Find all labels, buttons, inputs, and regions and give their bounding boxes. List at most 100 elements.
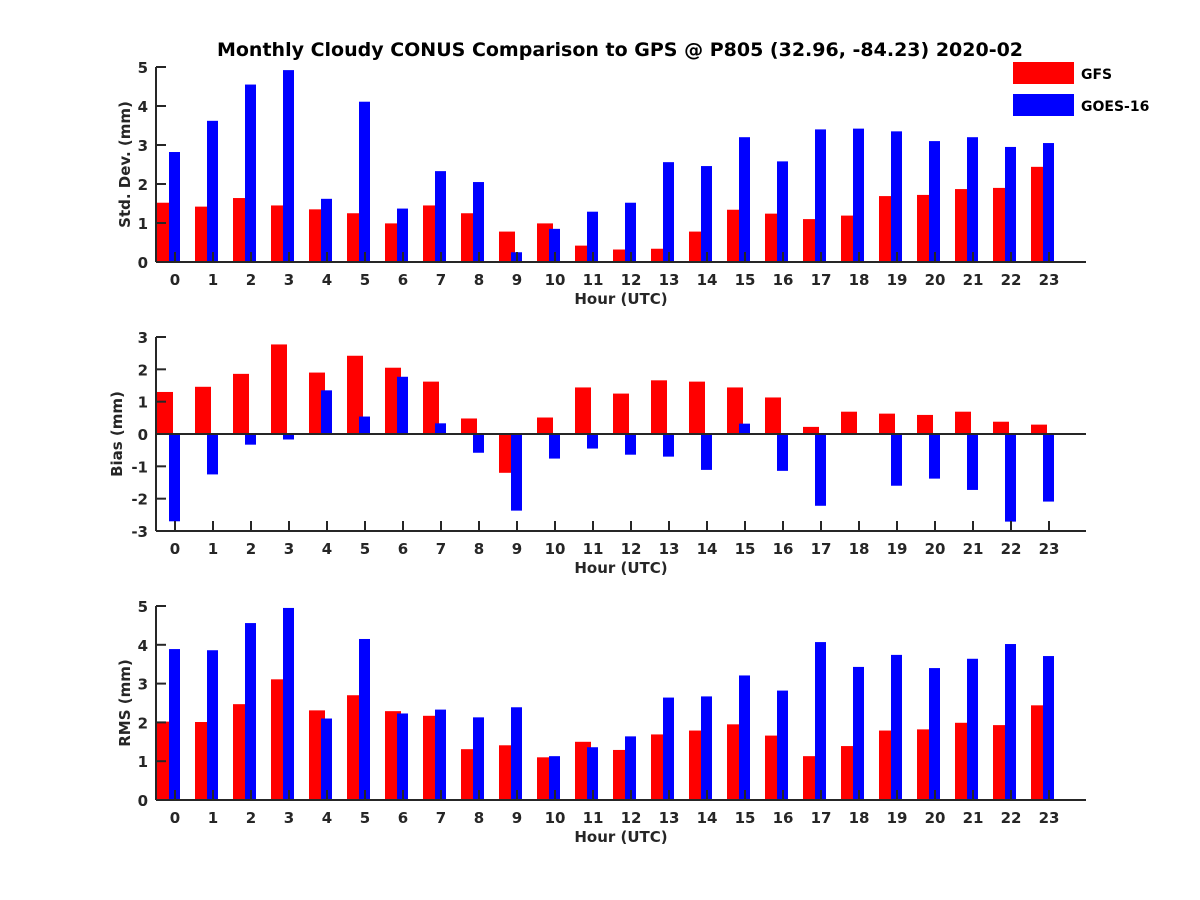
legend-swatch-gfs (1013, 62, 1074, 84)
std-x-tick-label: 0 (170, 271, 180, 289)
rms-bar-goes16-hour-4 (321, 718, 332, 800)
bias-bar-gfs-hour-8 (461, 418, 477, 434)
rms-x-tick-label: 6 (398, 809, 408, 827)
bias-bar-gfs-hour-2 (233, 373, 249, 434)
bias-bar-goes16-hour-5 (359, 416, 370, 434)
bias-y-tick-label: 2 (138, 361, 148, 379)
bias-bar-goes16-hour-20 (929, 434, 940, 479)
bias-bar-goes16-hour-21 (967, 434, 978, 490)
std-bar-goes16-hour-13 (663, 162, 674, 262)
rms-x-tick-label: 21 (963, 809, 984, 827)
std-x-tick-label: 14 (697, 271, 718, 289)
rms-bar-goes16-hour-21 (967, 658, 978, 800)
bias-bar-goes16-hour-17 (815, 434, 826, 506)
std-bar-goes16-hour-6 (397, 208, 408, 262)
std-bar-goes16-hour-21 (967, 137, 978, 262)
bias-bar-goes16-hour-2 (245, 434, 256, 445)
rms-x-tick-label: 12 (621, 809, 642, 827)
std-bar-goes16-hour-11 (587, 211, 598, 262)
rms-bar-goes16-hour-3 (283, 607, 294, 800)
bias-x-tick-label: 10 (545, 540, 566, 558)
rms-y-tick-label: 2 (138, 714, 148, 732)
legend-label-gfs: GFS (1081, 67, 1112, 83)
bias-bar-gfs-hour-11 (575, 387, 591, 434)
rms-bar-goes16-hour-12 (625, 736, 636, 800)
bias-y-tick-label: -2 (131, 491, 148, 509)
std-bar-goes16-hour-17 (815, 129, 826, 262)
std-y-tick-label: 2 (138, 176, 148, 194)
std-x-tick-label: 12 (621, 271, 642, 289)
std-bar-goes16-hour-22 (1005, 146, 1016, 262)
std-x-axis-label: Hour (UTC) (574, 290, 667, 308)
bias-bar-gfs-hour-22 (993, 421, 1009, 434)
rms-bar-goes16-hour-0 (169, 649, 180, 800)
bias-bar-goes16-hour-7 (435, 423, 446, 434)
std-bar-goes16-hour-20 (929, 141, 940, 262)
rms-x-tick-label: 1 (208, 809, 218, 827)
bias-bar-gfs-hour-1 (195, 386, 211, 434)
std-bar-goes16-hour-4 (321, 198, 332, 262)
rms-x-tick-label: 19 (887, 809, 908, 827)
bias-bar-gfs-hour-14 (689, 381, 705, 434)
bias-x-tick-label: 12 (621, 540, 642, 558)
rms-bar-goes16-hour-1 (207, 650, 218, 800)
rms-y-tick-label: 3 (138, 676, 148, 694)
rms-bar-goes16-hour-11 (587, 747, 598, 800)
rms-x-tick-label: 10 (545, 809, 566, 827)
bias-bar-goes16-hour-10 (549, 434, 560, 459)
bias-bar-gfs-hour-20 (917, 414, 933, 434)
std-x-tick-label: 7 (436, 271, 446, 289)
rms-bar-goes16-hour-22 (1005, 644, 1016, 800)
bias-x-tick-label: 20 (925, 540, 946, 558)
std-x-tick-label: 3 (284, 271, 294, 289)
bias-y-tick-label: -1 (131, 458, 148, 476)
bias-x-tick-label: 21 (963, 540, 984, 558)
bias-bar-goes16-hour-14 (701, 434, 712, 470)
std-x-tick-label: 6 (398, 271, 408, 289)
std-x-tick-label: 8 (474, 271, 484, 289)
bias-bar-gfs-hour-17 (803, 426, 819, 434)
rms-x-tick-label: 20 (925, 809, 946, 827)
bias-bar-gfs-hour-16 (765, 397, 781, 434)
std-x-tick-label: 15 (735, 271, 756, 289)
rms-x-tick-label: 9 (512, 809, 522, 827)
rms-bar-goes16-hour-13 (663, 697, 674, 800)
bias-bar-goes16-hour-19 (891, 434, 902, 486)
chart-title: Monthly Cloudy CONUS Comparison to GPS @… (217, 39, 1023, 61)
bias-y-axis-label: Bias (mm) (108, 391, 126, 477)
bias-bar-goes16-hour-6 (397, 376, 408, 434)
bias-bar-goes16-hour-0 (169, 434, 180, 522)
std-bar-goes16-hour-10 (549, 228, 560, 262)
std-y-tick-label: 0 (138, 254, 148, 272)
rms-bar-goes16-hour-7 (435, 709, 446, 800)
rms-x-tick-label: 0 (170, 809, 180, 827)
rms-x-tick-label: 14 (697, 809, 718, 827)
rms-bar-goes16-hour-8 (473, 717, 484, 800)
rms-bar-goes16-hour-23 (1043, 656, 1054, 800)
rms-x-tick-label: 8 (474, 809, 484, 827)
rms-bar-goes16-hour-15 (739, 675, 750, 800)
bias-x-tick-label: 1 (208, 540, 218, 558)
rms-bar-goes16-hour-9 (511, 707, 522, 800)
bias-bar-goes16-hour-11 (587, 434, 598, 449)
rms-x-tick-label: 5 (360, 809, 370, 827)
rms-x-tick-label: 2 (246, 809, 256, 827)
rms-x-tick-label: 23 (1039, 809, 1060, 827)
bias-x-tick-label: 6 (398, 540, 408, 558)
bias-bar-goes16-hour-4 (321, 390, 332, 434)
bias-y-tick-label: 3 (138, 329, 148, 347)
rms-bar-goes16-hour-17 (815, 642, 826, 800)
bias-bar-gfs-hour-0 (157, 391, 173, 434)
std-bar-goes16-hour-8 (473, 182, 484, 262)
rms-x-tick-label: 16 (773, 809, 794, 827)
rms-x-tick-label: 15 (735, 809, 756, 827)
std-y-axis-label: Std. Dev. (mm) (116, 101, 134, 228)
std-x-tick-label: 13 (659, 271, 680, 289)
rms-x-tick-label: 11 (583, 809, 604, 827)
std-bar-goes16-hour-5 (359, 101, 370, 263)
bias-bar-goes16-hour-13 (663, 434, 674, 457)
rms-bar-goes16-hour-6 (397, 713, 408, 800)
rms-x-axis-label: Hour (UTC) (574, 828, 667, 846)
